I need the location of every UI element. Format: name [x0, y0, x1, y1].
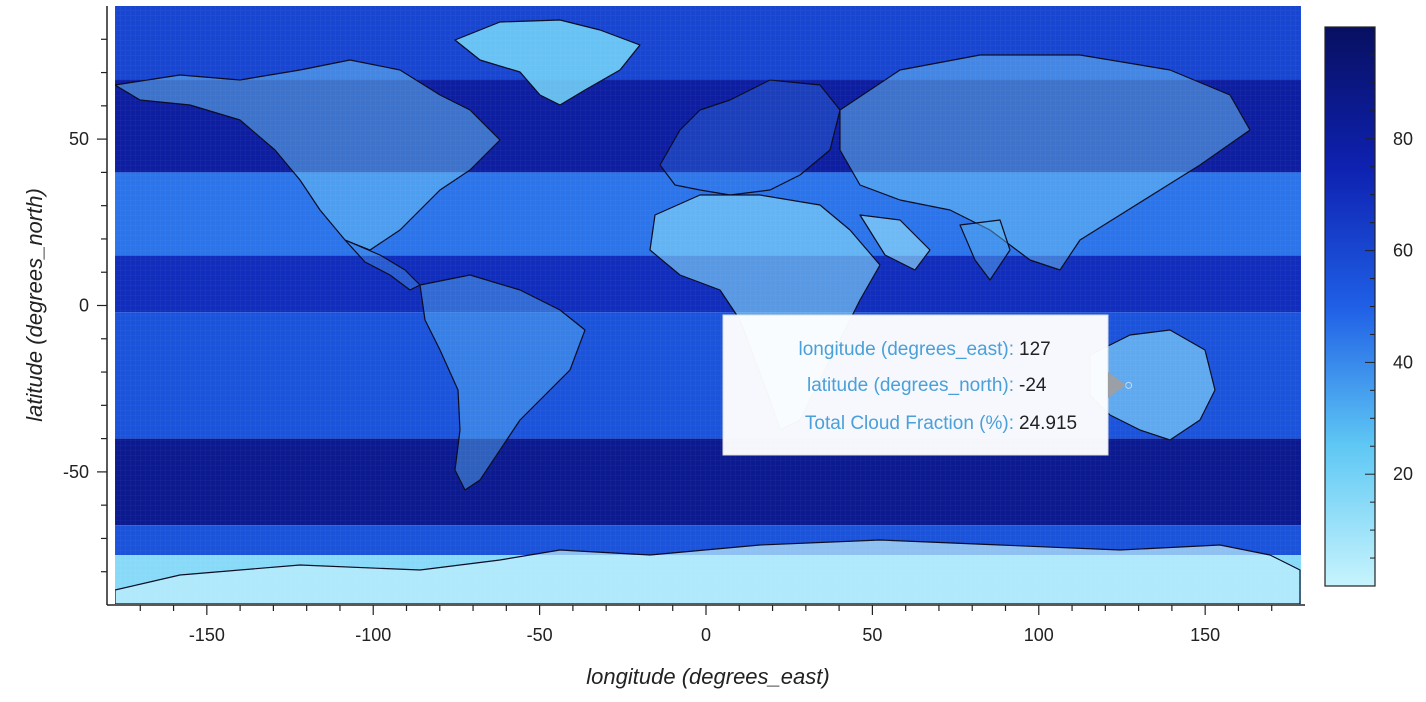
grid-texture [115, 6, 1301, 604]
colorbar-tick-label: 60 [1393, 241, 1413, 261]
colorbar-tick-label: 80 [1393, 129, 1413, 149]
hover-marker [1125, 381, 1133, 389]
tooltip-key-longitude: longitude (degrees_east): [799, 339, 1014, 360]
y-axis-ticks: 50 0 -50 [63, 38, 107, 573]
y-tick-label: 0 [79, 296, 89, 316]
x-tick-label: 50 [862, 625, 882, 645]
y-axis-title: latitude (degrees_north) [22, 188, 47, 422]
tooltip-value-latitude: -24 [1019, 375, 1047, 396]
y-tick-label: -50 [63, 462, 89, 482]
tooltip-pointer-icon [1108, 372, 1126, 398]
x-tick-label: -100 [355, 625, 391, 645]
y-tick-label: 50 [69, 129, 89, 149]
hover-tooltip: longitude (degrees_east): 127 latitude (… [722, 314, 1126, 456]
x-tick-label: 100 [1024, 625, 1054, 645]
x-axis-title: longitude (degrees_east) [586, 664, 829, 689]
x-tick-label: -150 [189, 625, 225, 645]
x-tick-label: -50 [527, 625, 553, 645]
tooltip-key-cloud-fraction: Total Cloud Fraction (%): [805, 413, 1014, 434]
colorbar-tick-label: 40 [1393, 352, 1413, 372]
x-axis-ticks: -150 -100 -50 0 50 100 150 [139, 605, 1273, 645]
x-tick-label: 150 [1190, 625, 1220, 645]
tooltip-box [722, 314, 1109, 456]
tooltip-value-longitude: 127 [1019, 339, 1051, 360]
tooltip-key-latitude: latitude (degrees_north): [807, 375, 1014, 396]
tooltip-value-cloud-fraction: 24.915 [1019, 413, 1077, 434]
plot-area[interactable] [107, 6, 1305, 605]
x-tick-label: 0 [701, 625, 711, 645]
colorbar-tick-label: 20 [1393, 464, 1413, 484]
colorbar-ticks: 80 60 40 20 [1365, 54, 1413, 559]
hover-point [1125, 381, 1133, 389]
colorbar [1324, 26, 1376, 587]
